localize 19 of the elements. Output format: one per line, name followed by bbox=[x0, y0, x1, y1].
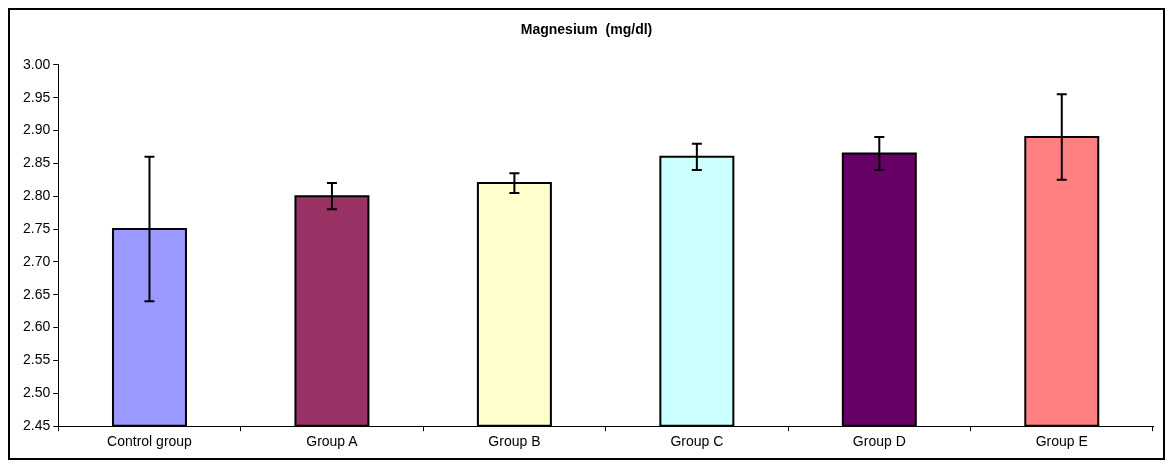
y-tick-label: 2.75 bbox=[23, 219, 51, 236]
y-tick-label: 2.90 bbox=[23, 121, 51, 138]
chart-title: Magnesium (mg/dl) bbox=[520, 21, 653, 38]
x-tick-label: Control group bbox=[107, 433, 193, 450]
x-tick-label: Group A bbox=[306, 433, 359, 450]
x-tick-label: Group E bbox=[1035, 433, 1088, 450]
x-tick-label: Group C bbox=[670, 433, 724, 450]
y-tick-label: 2.60 bbox=[23, 318, 51, 335]
y-tick-label: 2.85 bbox=[23, 154, 51, 171]
y-tick-label: 3.00 bbox=[23, 55, 51, 72]
x-tick-label: Group D bbox=[852, 433, 906, 450]
y-tick-label: 2.55 bbox=[23, 351, 51, 368]
y-tick-label: 2.70 bbox=[23, 252, 51, 269]
y-tick-label: 2.80 bbox=[23, 187, 51, 204]
x-tick-label: Group B bbox=[488, 433, 541, 450]
y-tick-label: 2.65 bbox=[23, 285, 51, 302]
y-tick-label: 2.95 bbox=[23, 88, 51, 105]
y-tick-label: 2.45 bbox=[23, 417, 51, 434]
y-tick-label: 2.50 bbox=[23, 384, 51, 401]
